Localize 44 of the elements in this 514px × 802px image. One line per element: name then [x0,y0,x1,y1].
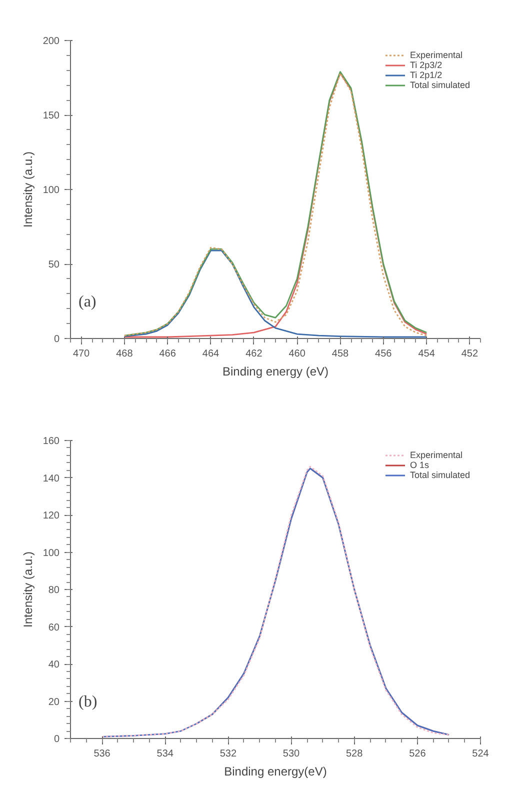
x-tick-label: 452 [461,348,478,360]
legend-label: Experimental [410,450,462,460]
x-tick-label: 532 [220,748,237,760]
y-tick-label: 150 [42,110,60,122]
y-tick-label: 100 [42,548,60,559]
legend-label: Total simulated [410,80,470,90]
y-tick-label: 200 [42,36,60,47]
x-tick-label: 454 [418,348,436,360]
annotation: (a) [78,294,96,310]
y-tick-label: 80 [48,585,60,596]
y-tick-label: 0 [54,734,60,745]
y-tick-label: 160 [42,436,60,447]
y-tick-label: 120 [42,510,60,522]
x-tick-label: 468 [116,348,134,360]
x-tick-label: 460 [288,348,306,360]
x-tick-label: 456 [375,348,392,360]
x-tick-label: 458 [332,348,350,360]
x-tick-label: 528 [346,748,364,760]
legend-label: O 1s [410,460,430,470]
x-axis-title: Binding energy(eV) [224,764,327,778]
y-tick-label: 60 [48,622,60,634]
y-tick-label: 20 [48,696,60,708]
x-tick-label: 534 [156,748,174,760]
x-tick-label: 524 [472,748,490,760]
x-tick-label: 462 [246,348,263,360]
annotation: (b) [78,694,98,710]
y-axis-title: Intensity (a.u.) [20,551,35,628]
x-tick-label: 530 [282,748,300,760]
x-axis-title: Binding energy (eV) [222,364,329,378]
y-tick-label: 0 [54,334,60,345]
x-tick-label: 466 [159,348,176,360]
x-tick-label: 526 [409,748,426,760]
legend-label: Ti 2p3/2 [410,60,442,70]
legend-label: Total simulated [410,470,470,480]
x-tick-label: 464 [202,348,220,360]
x-tick-label: 470 [72,348,90,360]
y-tick-label: 50 [48,260,60,270]
x-tick-label: 536 [94,748,111,760]
y-tick-label: 140 [42,473,60,484]
y-tick-label: 100 [42,185,60,196]
legend-label: Experimental [410,50,462,60]
y-tick-label: 40 [48,660,60,670]
y-axis-title: Intensity (a.u.) [20,151,35,228]
legend-label: Ti 2p1/2 [410,70,442,80]
